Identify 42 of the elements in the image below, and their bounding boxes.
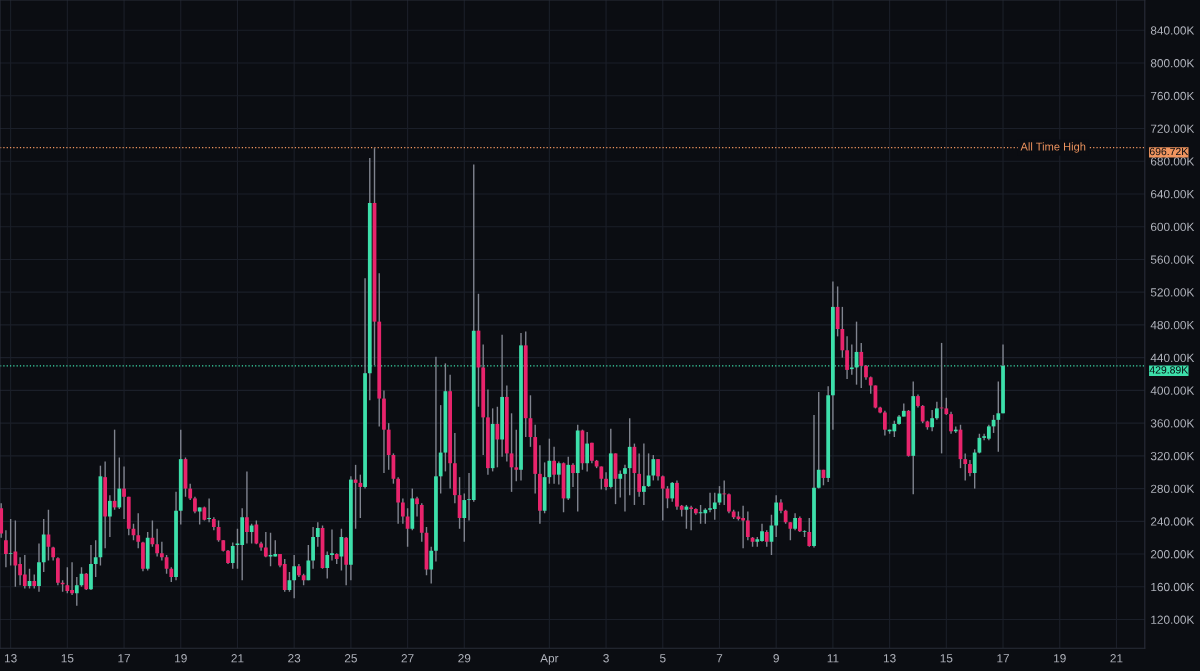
x-tick-label: 19 [175,654,187,663]
x-tick-label: 13 [4,654,17,663]
x-tick-label: 23 [288,654,301,663]
text: 429.89K [1149,366,1189,374]
y-tick-label: 480.00K [1150,320,1195,330]
x-tick-label: 27 [401,654,414,663]
x-tick-label: 5 [659,654,666,663]
x-tick-label: 13 [883,654,896,663]
y-tick-label: 440.00K [1150,353,1195,363]
x-tick-label: 25 [344,654,357,663]
y-tick-label: 840.00K [1150,26,1195,35]
y-tick-label: 600.00K [1150,222,1195,232]
text: 696.72K [1149,147,1189,156]
x-tick-label: 9 [773,654,779,663]
x-tick-label: 29 [458,654,471,663]
x-tick-label: 11 [827,654,839,663]
y-tick-label: 200.00K [1150,550,1195,559]
y-tick-label: 720.00K [1150,124,1195,133]
y-tick-label: 360.00K [1150,419,1195,428]
x-tick-label: 17 [997,654,1009,663]
x-tick-label: 3 [603,654,609,663]
x-tick-label: 15 [61,654,74,663]
y-tick-label: 160.00K [1151,582,1195,592]
x-tick-label: 15 [940,654,953,663]
ref-line-label: All Time High [1020,142,1086,153]
y-tick-label: 320.00K [1150,451,1195,461]
x-tick-label: 7 [716,654,723,663]
y-tick-label: 560.00K [1150,255,1195,264]
y-tick-label: 240.00K [1150,517,1195,526]
x-tick-label: Apr [540,654,559,665]
x-tick-label: 19 [1054,654,1066,663]
y-tick-label: 800.00K [1150,59,1195,68]
y-tick-label: 120.00K [1151,615,1195,624]
y-tick-label: 520.00K [1150,288,1195,297]
x-tick-label: 21 [231,654,244,663]
y-tick-label: 680.00K [1150,157,1195,166]
x-tick-label: 17 [118,654,131,663]
y-tick-label: 400.00K [1150,386,1195,395]
x-tick-label: 21 [1110,654,1123,663]
y-tick-label: 760.00K [1150,91,1195,101]
y-tick-label: 280.00K [1150,484,1195,493]
y-tick-label: 640.00K [1150,190,1195,199]
